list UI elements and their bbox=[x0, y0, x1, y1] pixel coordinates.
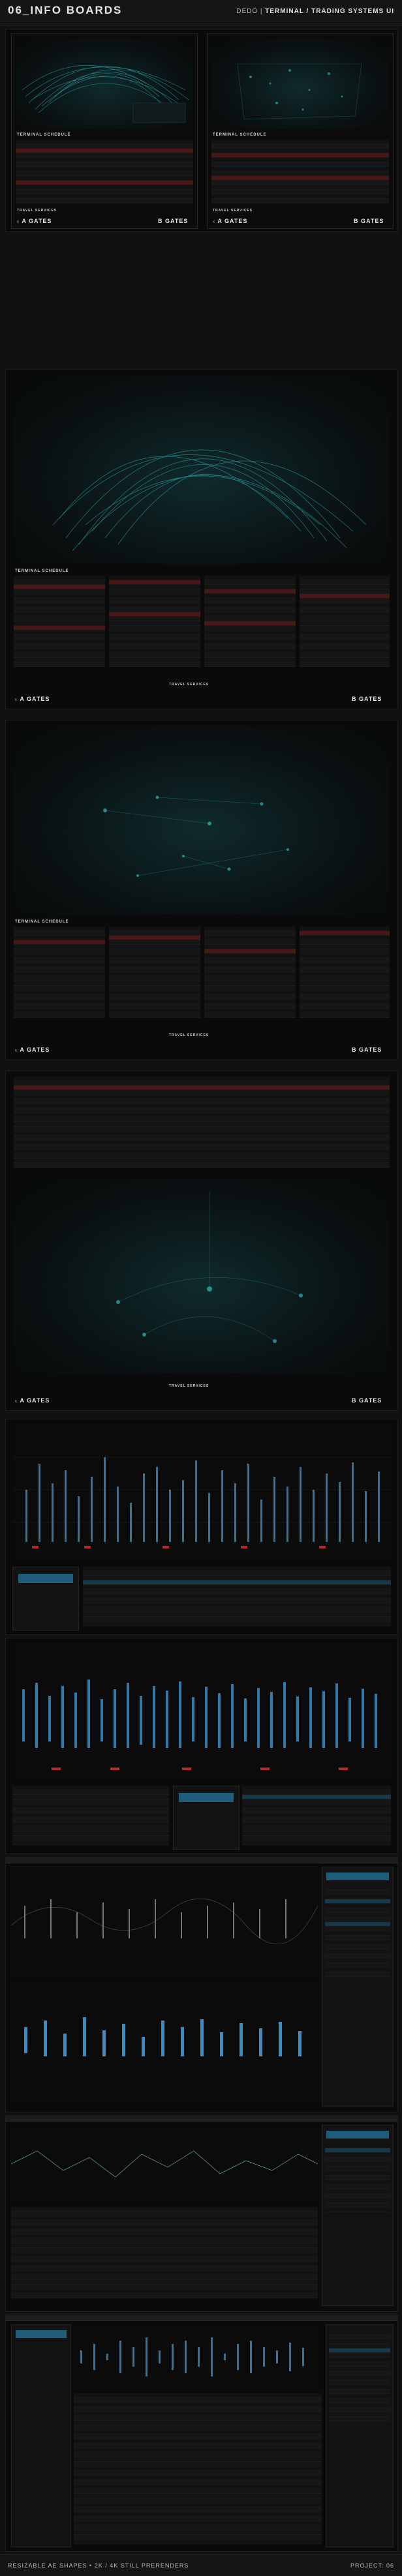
europe-table-d bbox=[300, 926, 390, 1024]
europe-table-b bbox=[109, 926, 200, 1024]
right-panel-3 bbox=[326, 2324, 394, 2547]
europe-table-a bbox=[14, 926, 105, 1024]
trading-toolbar-3 bbox=[6, 2315, 397, 2321]
primary-control-button-1[interactable] bbox=[18, 1574, 73, 1583]
page-footer: RESIZABLE AE SHAPES • 2K / 4K STILL PRER… bbox=[0, 2554, 402, 2576]
vertical-bar-chart-2 bbox=[12, 1644, 391, 1781]
world-network bbox=[116, 1191, 303, 1343]
route-map-left bbox=[16, 38, 193, 129]
travel-services-label: TRAVEL SERVICES bbox=[17, 209, 57, 213]
line-marks-2 bbox=[11, 2150, 318, 2178]
trading-toolbar-2 bbox=[6, 2116, 397, 2122]
b-gates-label: B GATES bbox=[158, 218, 189, 224]
candle-chart-1 bbox=[11, 1867, 318, 1977]
blue-candle-chart-1 bbox=[11, 1981, 318, 2105]
blue-candle-marks-1 bbox=[24, 2017, 302, 2056]
europe-table-c bbox=[204, 926, 296, 1024]
grid-table-3 bbox=[74, 2393, 322, 2546]
arrivals-table-a bbox=[14, 576, 105, 674]
world-top-table bbox=[14, 1076, 390, 1174]
section-trading-2 bbox=[5, 2115, 398, 2312]
side-button-2[interactable] bbox=[326, 2131, 389, 2139]
wide-arcs bbox=[52, 449, 367, 552]
europe-map bbox=[14, 726, 390, 915]
europe-dots-right bbox=[237, 63, 362, 120]
route-arcs-left bbox=[22, 65, 189, 123]
schedule-label: TERMINAL SCHEDULE bbox=[17, 133, 71, 137]
page-title: 06_INFO BOARDS bbox=[8, 4, 123, 16]
bar-marks-1 bbox=[12, 1457, 391, 1548]
bar-marks-2 bbox=[22, 1680, 377, 1770]
section-trading-1 bbox=[5, 1857, 398, 2112]
footer-left: RESIZABLE AE SHAPES • 2K / 4K STILL PRER… bbox=[8, 2562, 189, 2569]
line-chart-2 bbox=[11, 2125, 318, 2203]
europe-map-right bbox=[211, 38, 389, 129]
section-chart-dash-1 bbox=[5, 1419, 398, 1635]
control-panel-1 bbox=[12, 1567, 79, 1631]
chart-table-2a bbox=[12, 1786, 169, 1848]
section-chart-dash-2 bbox=[5, 1638, 398, 1854]
section-trading-3 bbox=[5, 2315, 398, 2552]
vertical-bar-chart-1 bbox=[12, 1425, 391, 1562]
waveform-chart-3 bbox=[74, 2324, 322, 2390]
grid-table-2 bbox=[11, 2207, 318, 2305]
departures-table-a bbox=[204, 576, 296, 674]
arrivals-table-b bbox=[109, 576, 200, 674]
wide-arc-map bbox=[14, 375, 390, 564]
world-map bbox=[14, 1178, 390, 1374]
right-rows-3 bbox=[329, 2330, 390, 2539]
control-panel-2 bbox=[173, 1786, 240, 1850]
footer-right: PROJECT: 06 bbox=[350, 2562, 394, 2569]
page-subtitle: DEDO | TERMINAL / TRADING SYSTEMS UI bbox=[236, 8, 394, 15]
departures-table-b bbox=[300, 576, 390, 674]
europe-network bbox=[103, 795, 289, 877]
schedule-table-left bbox=[16, 140, 193, 205]
schedule-table-right bbox=[211, 140, 389, 205]
chart-table-2b bbox=[242, 1786, 391, 1848]
waveform-marks-3 bbox=[80, 2337, 304, 2376]
page-header: 06_INFO BOARDS DEDO | TERMINAL / TRADING… bbox=[0, 0, 402, 25]
trading-toolbar-1 bbox=[6, 1858, 397, 1863]
order-button-1[interactable] bbox=[326, 1873, 389, 1880]
primary-control-button-2[interactable] bbox=[179, 1793, 234, 1802]
side-rows-2 bbox=[325, 2144, 390, 2300]
chart-table-1 bbox=[83, 1567, 391, 1629]
side-panel-2 bbox=[322, 2125, 394, 2306]
order-rows-1 bbox=[325, 1886, 390, 2101]
order-book-1 bbox=[322, 1867, 394, 2107]
left-button-3[interactable] bbox=[16, 2330, 67, 2338]
candle-marks-1 bbox=[11, 1898, 318, 1945]
left-panel-3 bbox=[11, 2324, 71, 2547]
